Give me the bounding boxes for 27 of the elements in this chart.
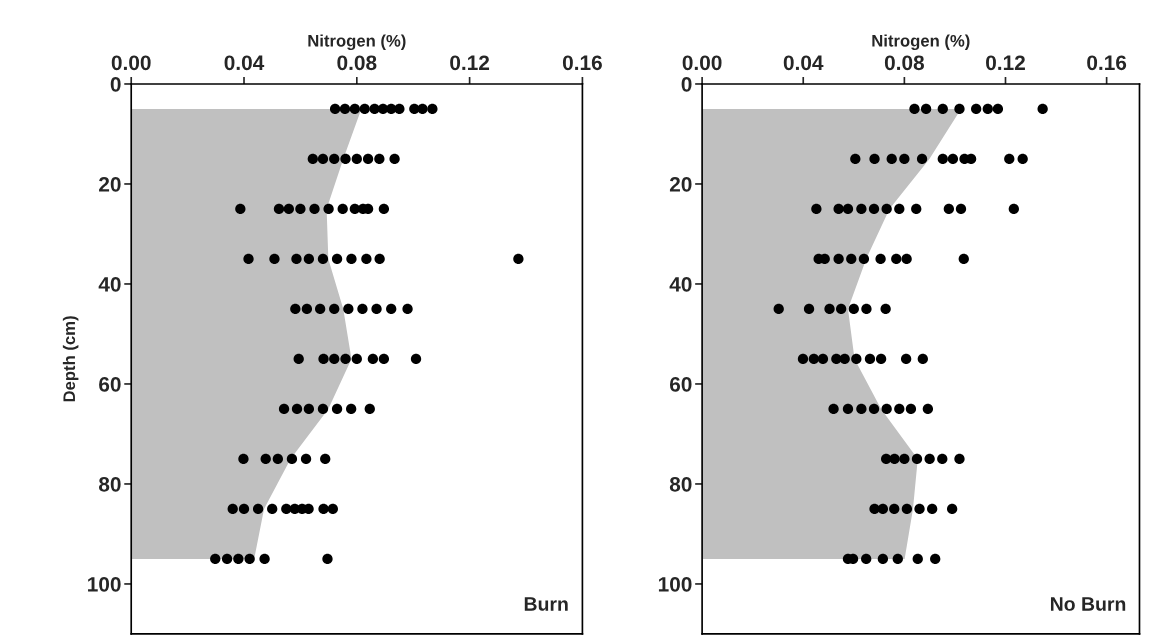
y-tick-label: 0 (110, 76, 121, 92)
y-tick-label: 0 (681, 76, 692, 92)
x-tick-label: 0.16 (562, 55, 602, 71)
y-tick-label: 80 (98, 476, 121, 492)
y-tick-label: 60 (669, 376, 692, 392)
y-tick-label: 20 (669, 176, 692, 192)
y-tick-label: 40 (669, 276, 692, 292)
y-tick-label: 80 (669, 476, 692, 492)
x-tick-label: 0.00 (111, 55, 151, 71)
x-tick-label: 0.00 (682, 55, 722, 71)
x-axis-title: Nitrogen (%) (308, 34, 406, 51)
y-tick-label: 100 (88, 576, 121, 592)
x-tick-label: 0.12 (986, 55, 1025, 71)
x-tick-label: 0.04 (783, 55, 824, 71)
y-tick-label: 40 (98, 276, 121, 292)
y-tick-label: 20 (99, 176, 121, 192)
x-tick-label: 0.08 (884, 55, 924, 71)
y-axis-title: Depth (cm) (62, 316, 79, 402)
annotation: Burn (524, 597, 568, 611)
y-tick-label: 60 (99, 376, 121, 392)
x-tick-label: 0.16 (1087, 55, 1127, 71)
x-tick-label: 0.12 (450, 55, 490, 71)
annotation: No Burn (1050, 597, 1126, 611)
x-tick-label: 0.04 (224, 55, 265, 71)
y-tick-label: 100 (658, 576, 692, 592)
x-tick-label: 0.08 (337, 55, 377, 71)
x-axis-title: Nitrogen (%) (872, 34, 970, 51)
